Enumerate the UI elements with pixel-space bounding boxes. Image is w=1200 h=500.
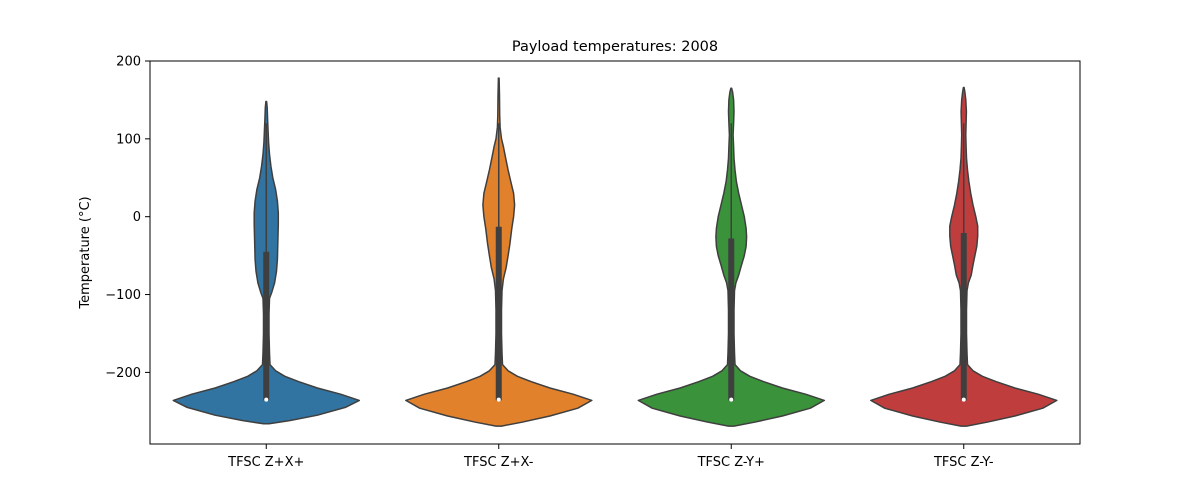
y-tick-label: −100 [105, 288, 141, 303]
violin-median-point [264, 397, 269, 402]
chart-title: Payload temperatures: 2008 [512, 39, 718, 55]
x-axis: TFSC Z+X+ TFSC Z+X- TFSC Z-Y+ TFSC Z-Y- [227, 444, 994, 470]
violin-median-point [961, 397, 966, 402]
y-axis-label: Temperature (°C) [78, 196, 93, 309]
violins-layer [172, 77, 1058, 427]
x-tick-label: TFSC Z+X- [463, 455, 534, 470]
violin-group [637, 87, 826, 427]
violin-group [172, 100, 361, 425]
y-tick-label: 100 [116, 132, 141, 147]
x-tick-label: TFSC Z-Y- [933, 455, 994, 470]
plot-frame [149, 60, 1081, 445]
violin-median-point [729, 397, 734, 402]
y-axis: 200 100 0 −100 −200 [105, 55, 150, 381]
violin-group [870, 86, 1058, 427]
x-tick-label: TFSC Z-Y+ [697, 455, 765, 470]
y-tick-label: 0 [133, 210, 141, 225]
violin-group [405, 77, 593, 427]
x-tick-label: TFSC Z+X+ [227, 455, 304, 470]
y-tick-label: 200 [116, 55, 141, 70]
y-tick-label: −200 [105, 366, 141, 381]
violin-median-point [496, 397, 501, 402]
